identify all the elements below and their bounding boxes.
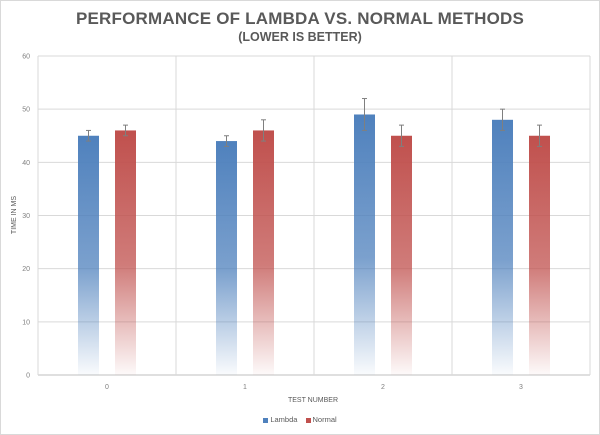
bar-normal (253, 130, 274, 375)
bar-lambda (216, 141, 237, 375)
y-tick-label: 0 (26, 373, 30, 380)
legend-label-normal: Normal (312, 415, 337, 424)
x-tick-label: 3 (519, 384, 523, 391)
bar-lambda (492, 119, 513, 375)
legend-item-lambda: Lambda (263, 415, 297, 424)
bar-lambda (78, 135, 99, 375)
bar-lambda (354, 114, 375, 375)
x-tick-label: 0 (105, 384, 109, 391)
legend-label-lambda: Lambda (270, 415, 298, 424)
legend-item-normal: Normal (305, 415, 337, 424)
error-bar (261, 119, 266, 142)
legend-swatch-lambda (263, 417, 269, 423)
error-bar (537, 124, 542, 147)
error-bar (500, 108, 505, 131)
y-tick-label: 50 (22, 107, 30, 114)
error-bar (86, 129, 91, 142)
y-tick-label: 40 (22, 160, 30, 167)
error-bar (224, 135, 229, 147)
legend: Lambda Normal (0, 415, 600, 424)
x-axis-label: TEST NUMBER (288, 397, 338, 404)
legend-swatch-normal (305, 417, 311, 423)
x-tick-label: 1 (243, 384, 247, 391)
y-tick-label: 10 (22, 319, 30, 326)
y-tick-label: 30 (22, 213, 30, 220)
error-bar (123, 124, 128, 137)
bar-normal (529, 135, 550, 375)
error-bar (399, 124, 404, 147)
bar-normal (391, 135, 412, 375)
bar-normal (115, 130, 136, 375)
error-bar (362, 98, 367, 131)
y-tick-label: 20 (22, 266, 30, 273)
chart-subtitle: (LOWER IS BETTER) (238, 30, 362, 44)
x-tick-label: 2 (381, 384, 385, 391)
y-axis-label: TIME IN MS (11, 196, 18, 234)
y-tick-label: 60 (22, 54, 30, 61)
chart-title: PERFORMANCE OF LAMBDA VS. NORMAL METHODS (75, 9, 525, 28)
